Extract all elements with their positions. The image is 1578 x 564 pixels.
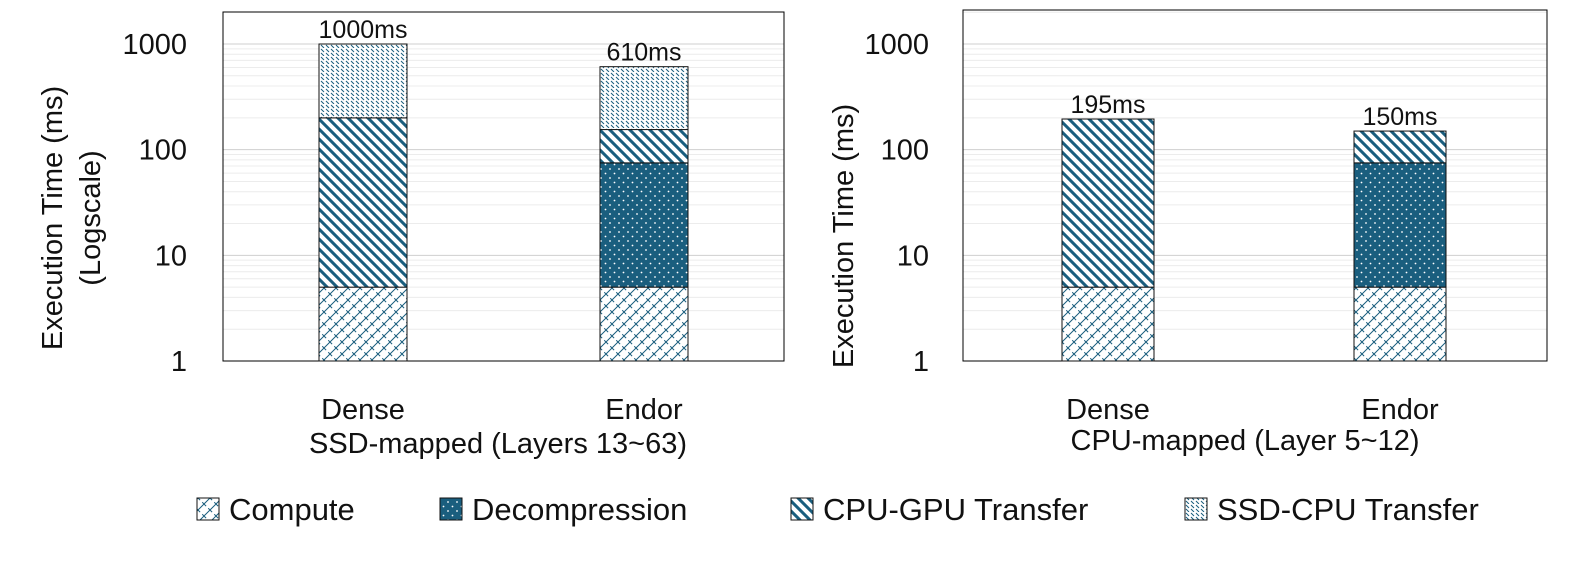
legend-swatch <box>439 497 463 521</box>
bar-total-label: 150ms <box>1362 103 1437 131</box>
bar-total-labels: 1000ms 610ms <box>319 16 682 67</box>
y-tick-label: 100 <box>881 135 929 167</box>
y-tick-label: 100 <box>139 135 187 167</box>
bars <box>1061 118 1447 362</box>
chart-panel-cpu-mapped: 1 10 100 1000 Dense Endor 195ms 150ms Executi… <box>828 9 1548 457</box>
x-tick-label: Endor <box>1361 394 1439 426</box>
legend-label: SSD-CPU Transfer <box>1217 492 1479 527</box>
plot-area <box>222 11 785 362</box>
bar-total-labels: 195ms 150ms <box>1070 91 1437 131</box>
gridlines <box>963 11 1547 330</box>
bar-total-label: 610ms <box>606 39 681 67</box>
x-axis-label: CPU-mapped (Layer 5~12) <box>1071 425 1420 457</box>
y-tick-label: 1 <box>913 346 929 378</box>
y-tick-label: 10 <box>155 240 187 272</box>
bar-segment-compute <box>318 286 408 362</box>
y-tick-label: 10 <box>897 240 929 272</box>
bar-total-label: 1000ms <box>319 16 408 44</box>
bar-segment-cpu-gpu-transfer <box>599 129 689 164</box>
bar-segment-decompression <box>599 162 689 288</box>
bar-segment-ssd-cpu-transfer <box>318 43 408 119</box>
bar-segment-cpu-gpu-transfer <box>318 117 408 288</box>
x-tick-label: Dense <box>321 394 405 426</box>
legend-item-cpu-gpu-transfer: CPU-GPU Transfer <box>790 492 1088 527</box>
bar-segment-cpu-gpu-transfer <box>1353 130 1447 164</box>
legend-swatch <box>790 497 814 521</box>
y-tick-label: 1 <box>171 346 187 378</box>
bar-segment-compute <box>1353 286 1447 362</box>
x-tick-label: Endor <box>605 394 683 426</box>
y-tick-label: 1000 <box>864 29 929 61</box>
x-axis-categories: Dense Endor <box>1066 394 1439 426</box>
plot-area <box>962 9 1548 362</box>
y-axis-label: Execution Time (ms) <box>828 104 860 368</box>
bar-segment-compute <box>599 286 689 362</box>
y-axis-label: Execution Time (ms) (Logscale) <box>37 86 107 350</box>
x-axis-categories: Dense Endor <box>321 394 683 426</box>
chart-panel-ssd-mapped: 1 10 100 1000 Dense Endor 1000ms 610ms Execut… <box>37 11 785 460</box>
legend-item-compute: Compute <box>196 492 355 527</box>
bar-segment-ssd-cpu-transfer <box>599 66 689 131</box>
bars <box>318 43 689 362</box>
legend-item-decompression: Decompression <box>439 492 687 527</box>
legend: Compute Decompression CPU-GPU Transfer SSD-… <box>196 492 1479 527</box>
y-axis-ticks: 1 10 100 1000 <box>122 29 187 378</box>
legend-label: Compute <box>229 492 355 527</box>
legend-label: CPU-GPU Transfer <box>823 492 1088 527</box>
y-tick-label: 1000 <box>122 29 187 61</box>
x-axis-label: SSD-mapped (Layers 13~63) <box>309 428 687 460</box>
gridlines <box>223 43 784 330</box>
legend-swatch <box>1184 497 1208 521</box>
legend-swatch <box>196 497 220 521</box>
legend-item-ssd-cpu-transfer: SSD-CPU Transfer <box>1184 492 1479 527</box>
bar-total-label: 195ms <box>1070 91 1145 119</box>
bar-segment-compute <box>1061 286 1155 362</box>
y-axis-ticks: 1 10 100 1000 <box>864 29 929 378</box>
legend-label: Decompression <box>472 492 687 527</box>
bar-segment-cpu-gpu-transfer <box>1061 118 1155 288</box>
bar-segment-decompression <box>1353 162 1447 288</box>
x-tick-label: Dense <box>1066 394 1150 426</box>
